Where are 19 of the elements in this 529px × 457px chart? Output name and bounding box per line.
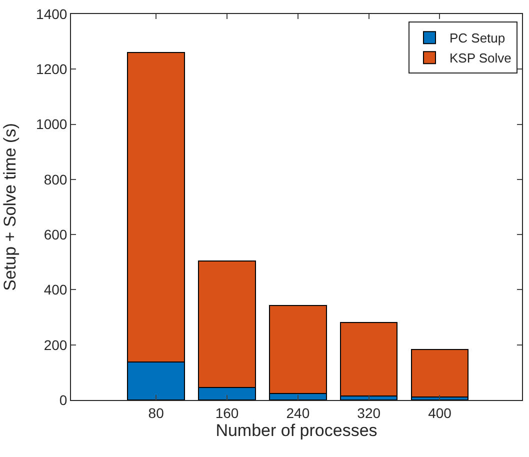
y-tick-label: 400 [44, 282, 68, 298]
bar [410, 348, 469, 398]
bar [340, 322, 398, 397]
y-tick-label: 0 [59, 392, 68, 408]
x-tick-label: 80 [148, 404, 164, 421]
y-tick-label: 600 [44, 226, 68, 242]
y-axis-title: Setup + Solve time (s) [0, 123, 20, 291]
x-axis-title: Number of processes [216, 421, 378, 440]
x-tick-label: 160 [215, 404, 239, 421]
x-tick-label: 240 [286, 404, 310, 421]
y-tick-label: 1000 [36, 116, 68, 132]
y-tick-label: 1400 [36, 6, 68, 22]
legend-label: KSP Solve [449, 50, 512, 66]
y-tick-label: 800 [44, 171, 68, 188]
y-tick-label: 1200 [36, 61, 68, 78]
x-tick-label: 320 [357, 404, 381, 421]
x-tick-label: 400 [428, 404, 452, 421]
legend-label: PC Setup [449, 30, 506, 46]
y-tick-label: 200 [44, 336, 68, 353]
